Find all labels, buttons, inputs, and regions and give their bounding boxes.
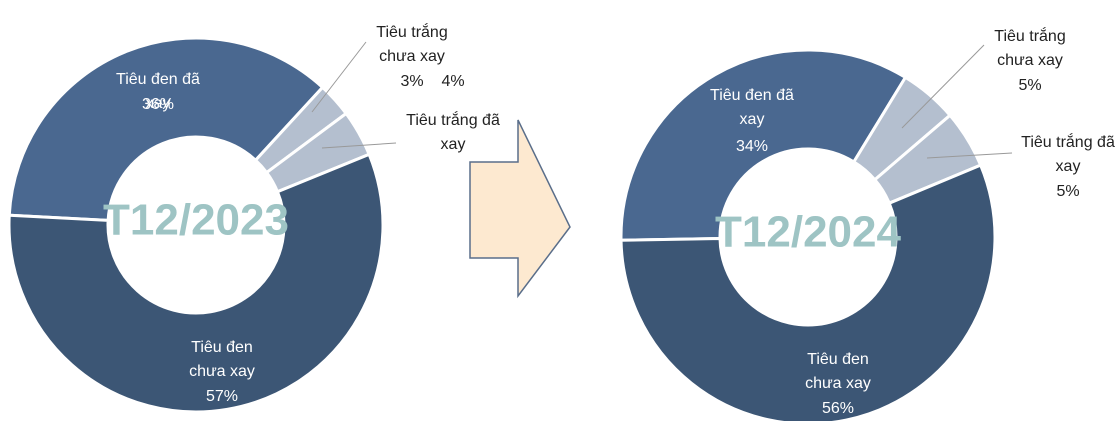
leader-line: [926, 152, 1013, 159]
slice-label: Tiêu trắng chưa xay: [376, 24, 448, 65]
leader-line: [321, 142, 397, 149]
center-label: T12/2023: [103, 196, 289, 245]
slice: [7, 36, 325, 222]
arrow: [469, 119, 571, 299]
slice-value: 34%: [735, 138, 769, 155]
slice-label: Tiêu trắng đã xay: [1021, 134, 1115, 175]
slice-label: Tiêu trắng đã xay: [406, 112, 500, 153]
leader-line: [311, 41, 367, 113]
slice-label: Tiêu đen đã xay: [710, 87, 794, 128]
slice-value: 3%: [400, 73, 424, 90]
slice: [7, 152, 385, 414]
slice: [619, 163, 997, 421]
slice-label: Tiêu đen chưa xay: [805, 351, 871, 392]
slice: [619, 48, 908, 242]
slice-value: 4%: [441, 73, 465, 90]
slice-label: Tiêu đen đã xay: [116, 71, 200, 112]
leader-line: [901, 44, 985, 129]
center-label: T12/2024: [715, 208, 901, 257]
slice-label: Tiêu trắng chưa xay: [994, 28, 1066, 69]
slice-value: 57%: [205, 388, 239, 405]
slice-value: 5%: [1018, 77, 1042, 94]
slice-value: 5%: [1056, 183, 1080, 200]
slice-value: 36%: [141, 96, 175, 113]
slice-label: Tiêu đen chưa xay: [189, 339, 255, 380]
slice-value: 56%: [821, 400, 855, 417]
